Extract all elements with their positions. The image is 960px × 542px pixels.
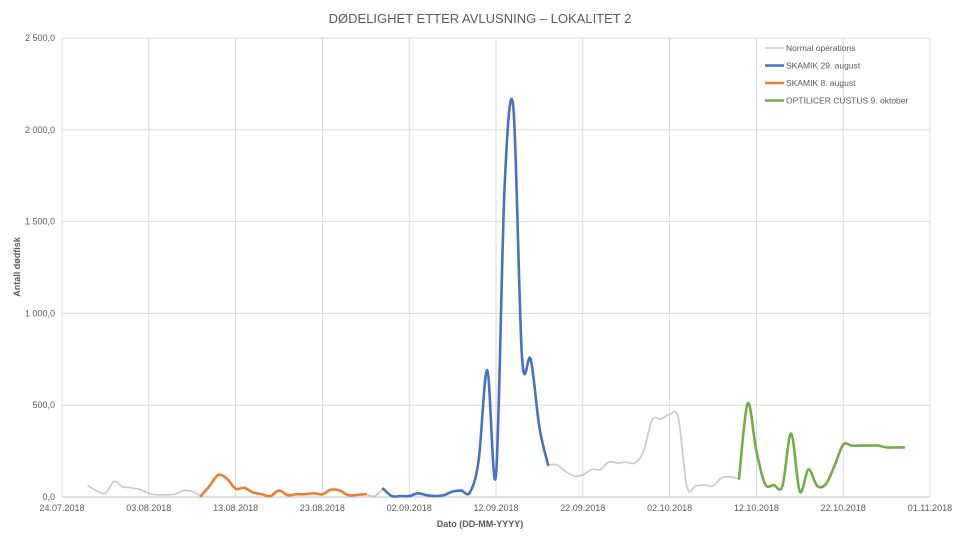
x-tick-label: 23.08.2018 [300, 503, 345, 513]
legend-label: Normal operations [786, 43, 855, 53]
y-tick-label: 2 500,0 [25, 33, 55, 43]
x-tick-label: 24.07.2018 [39, 503, 84, 513]
series-line [737, 402, 906, 494]
y-tick-label: 1 500,0 [25, 217, 55, 227]
series-skamik-8-august [199, 473, 368, 498]
y-tick-label: 2 000,0 [25, 125, 55, 135]
series-normal-operations [87, 410, 740, 498]
series-line [381, 97, 550, 498]
y-axis-ticks: 0,0 500,0 1 000,0 1 500,0 2 000,0 2 500,0 [25, 33, 55, 502]
x-tick-label: 22.09.2018 [560, 503, 605, 513]
legend-label: OPTILICER CUSTUS 9. oktober [786, 96, 909, 106]
series-line [199, 473, 368, 498]
legend-item: SKAMIK 29. august [765, 61, 861, 71]
legend-item: OPTILICER CUSTUS 9. oktober [765, 96, 909, 106]
legend-label: SKAMIK 8. august [786, 78, 856, 88]
series-line [87, 480, 202, 497]
y-tick-label: 1 000,0 [25, 308, 55, 318]
x-tick-label: 03.08.2018 [126, 503, 171, 513]
series-line [547, 410, 740, 493]
x-tick-label: 02.09.2018 [387, 503, 432, 513]
y-axis-label: Antall dødfisk [12, 236, 22, 296]
y-tick-label: 0,0 [42, 492, 55, 502]
chart-title: DØDELIGHET ETTER AVLUSNING – LOKALITET 2 [329, 11, 632, 26]
grid [61, 37, 931, 498]
x-tick-label: 01.11.2018 [908, 503, 952, 513]
legend-item: Normal operations [765, 43, 855, 53]
x-tick-label: 12.10.2018 [734, 503, 779, 513]
series-optilicer-custus-9-oktober [737, 402, 906, 494]
series-lines [87, 97, 906, 498]
legend-item: SKAMIK 8. august [765, 78, 856, 88]
legend-label: SKAMIK 29. august [786, 61, 861, 71]
x-axis-label: Dato (DD-MM-YYYY) [437, 519, 524, 529]
x-tick-label: 22.10.2018 [821, 503, 866, 513]
x-tick-label: 12.09.2018 [473, 503, 518, 513]
series-skamik-29-august [381, 97, 550, 498]
x-tick-label: 02.10.2018 [647, 503, 692, 513]
x-tick-label: 13.08.2018 [213, 503, 258, 513]
y-tick-label: 500,0 [32, 400, 55, 410]
x-axis-ticks: 24.07.2018 03.08.2018 13.08.2018 23.08.2018… [39, 503, 952, 513]
legend: Normal operations SKAMIK 29. august SKAMIK… [765, 43, 909, 106]
